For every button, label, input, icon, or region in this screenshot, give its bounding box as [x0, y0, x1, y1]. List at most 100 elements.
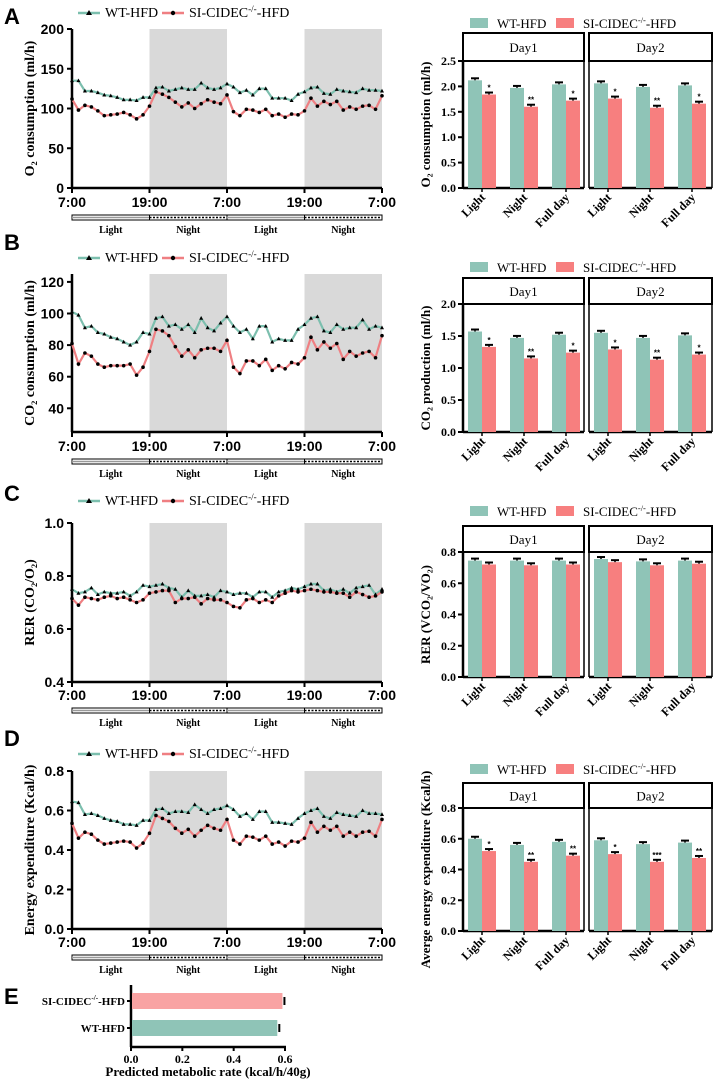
data-point-si: [283, 591, 287, 596]
data-point-si: [231, 838, 236, 842]
bar-chart-A: WT-HFD SI-CIDEC-/--HFD O₂ consumption (ml/…: [418, 15, 713, 230]
facet-strip: [588, 782, 713, 809]
phase-label: Light: [254, 965, 278, 976]
legend-label: SI-CIDEC-/--HFD: [189, 745, 289, 762]
data-point-si: [83, 351, 87, 355]
y-tick-label: 0: [56, 180, 64, 196]
data-point-si: [270, 600, 275, 605]
data-point-wt: [166, 585, 171, 590]
y-tick-label: SI-CIDEC-/--HFD: [42, 994, 125, 1008]
data-point-si: [360, 104, 365, 108]
data-point-wt: [115, 95, 120, 99]
data-point-si: [360, 351, 365, 355]
bar-si: [650, 107, 664, 188]
data-point-si: [296, 840, 300, 844]
x-tick-label: 19:00: [132, 438, 168, 454]
data-point-si: [212, 826, 216, 831]
data-point-wt: [373, 323, 378, 328]
x-tick-label: Full day: [532, 190, 572, 230]
data-point-wt: [199, 807, 204, 812]
y-tick-label: 0.4: [441, 863, 456, 877]
data-point-wt: [341, 812, 346, 816]
data-point-si: [108, 363, 113, 368]
data-point-wt: [108, 93, 113, 98]
data-point-si: [218, 349, 223, 354]
phase-label: Night: [176, 225, 201, 236]
bar-si: [692, 563, 706, 677]
data-point-si: [263, 598, 268, 602]
data-point-si: [154, 327, 158, 332]
bar-wt: [594, 840, 608, 931]
significance-mark: **: [528, 851, 535, 860]
data-point-wt: [95, 592, 100, 597]
significance-mark: **: [654, 349, 661, 358]
data-point-wt: [289, 585, 294, 590]
bar-chart-B: WT-HFD SI-CIDEC-/--HFD CO₂ production (ml/…: [418, 259, 713, 474]
data-point-wt: [166, 88, 171, 93]
data-point-wt: [367, 583, 372, 587]
y-tick-label: 40: [48, 400, 64, 416]
data-point-wt: [115, 591, 120, 595]
data-point-wt: [250, 336, 255, 341]
data-point-si: [309, 335, 313, 340]
y-axis-label: O₂ consumption (ml/h): [23, 40, 38, 176]
bar-wt: [510, 87, 524, 188]
data-point-wt: [128, 342, 133, 347]
data-point-wt: [367, 327, 372, 331]
y-tick-label: 0.8: [441, 801, 456, 815]
data-point-wt: [192, 330, 197, 334]
data-point-wt: [121, 339, 126, 344]
data-point-wt: [70, 309, 74, 314]
y-axis-label: CO₂ consumption (ml/h): [23, 280, 38, 426]
data-point-wt: [160, 84, 165, 89]
data-point-si: [296, 590, 300, 594]
y-axis-label: Averge energy expenditure (Kcal/h): [418, 771, 433, 969]
data-point-si: [244, 107, 249, 112]
y-tick-label: 0.8: [45, 568, 65, 584]
significance-mark: **: [696, 847, 703, 856]
data-point-wt: [263, 589, 268, 594]
y-tick-label: 150: [41, 61, 65, 77]
significance-mark: *: [487, 840, 491, 849]
data-point-si: [347, 830, 352, 835]
data-point-wt: [276, 589, 281, 594]
data-point-wt: [82, 812, 87, 816]
data-point-si: [102, 113, 107, 118]
x-tick-label: Full day: [658, 434, 698, 474]
bar-si: [482, 564, 496, 677]
facet-label: Day1: [509, 284, 537, 299]
phase-label: Night: [331, 718, 356, 729]
data-point-wt: [102, 92, 107, 97]
data-point-si: [199, 828, 203, 833]
data-point-si: [167, 819, 171, 824]
data-point-si: [354, 590, 358, 594]
data-point-si: [225, 600, 229, 605]
y-axis-label: RER (VCO₂/VO₂): [418, 565, 433, 664]
data-point-wt: [289, 822, 294, 826]
x-tick-label: 7:00: [368, 934, 396, 950]
y-tick-label: 0.0: [441, 924, 456, 938]
legend-swatch: [470, 764, 488, 774]
data-point-si: [263, 357, 268, 362]
data-point-wt: [321, 814, 326, 818]
data-point-wt: [95, 813, 100, 817]
data-point-wt: [218, 588, 223, 593]
significance-mark: **: [570, 845, 577, 854]
phase-label: Night: [331, 225, 356, 236]
data-point-wt: [153, 316, 158, 320]
legend-marker: [86, 10, 92, 15]
x-tick-label: 0.6: [278, 1052, 293, 1066]
x-tick-label: Night: [500, 190, 530, 220]
x-tick-label: Light: [584, 679, 614, 709]
data-point-si: [70, 821, 74, 826]
data-point-si: [199, 348, 203, 352]
data-point-wt: [283, 821, 288, 825]
data-point-si: [302, 836, 307, 840]
night-shade: [149, 274, 227, 432]
data-point-wt: [302, 322, 307, 327]
y-tick-label: 0.2: [45, 882, 65, 898]
x-tick-label: Full day: [532, 679, 572, 719]
x-tick-label: 7:00: [213, 687, 241, 703]
x-tick-label: 19:00: [287, 438, 323, 454]
